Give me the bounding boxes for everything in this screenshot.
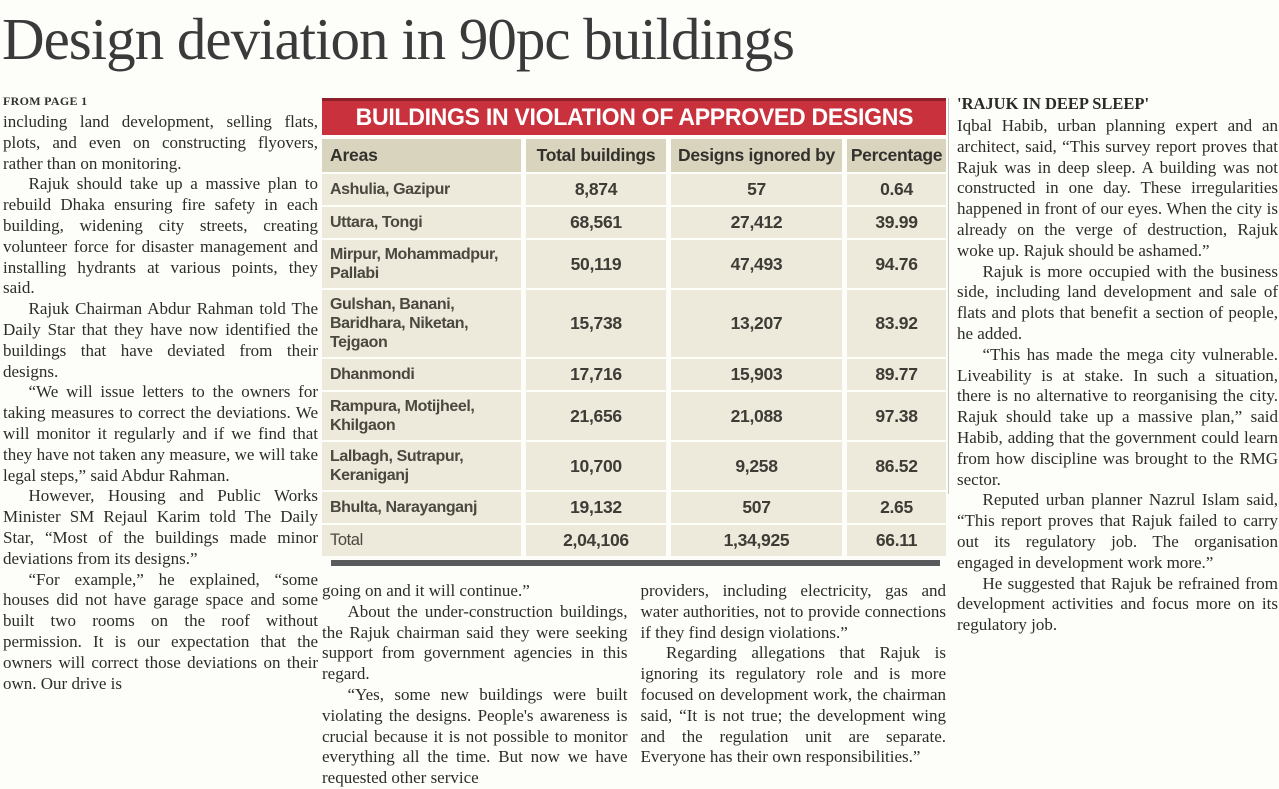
table-cell-percentage: 83.92 [847,290,946,357]
column-header-percentage: Percentage [847,139,946,172]
column-1: FROM PAGE 1 including land development, … [3,94,318,694]
column-3: providers, including electricity, gas an… [641,581,947,789]
article-paragraph: Iqbal Habib, urban planning expert and a… [957,116,1278,260]
table-cell-ignored: 507 [671,492,842,523]
article-paragraph: “We will issue letters to the owners for… [3,382,318,485]
kicker-from-page: FROM PAGE 1 [3,94,88,108]
table-cell-ignored: 9,258 [671,442,842,490]
section-subhead: 'RAJUK IN DEEP SLEEP' [957,94,1150,113]
table-cell-ignored: 13,207 [671,290,842,357]
table-cell-total: 17,716 [526,359,666,390]
table-cell-ignored: 15,903 [671,359,842,390]
article-paragraph: including land development, selling flat… [3,112,318,173]
column-header-areas: Areas [322,139,521,172]
violations-table: Areas Total buildings Designs ignored by… [322,139,946,556]
table-row: Gulshan, Banani, Baridhara, Niketan, Tej… [322,290,946,357]
middle-section: BUILDINGS IN VIOLATION OF APPROVED DESIG… [322,98,949,789]
table-row: Bhulta, Narayanganj 19,132 507 2.65 [322,492,946,523]
article-paragraph: “For example,” he explained, “some house… [3,569,318,693]
article-paragraph: Regarding allegations that Rajuk is igno… [640,643,947,767]
column-2: going on and it will continue.” About th… [322,581,628,789]
table-cell-total: 50,119 [526,240,666,288]
violations-infographic: BUILDINGS IN VIOLATION OF APPROVED DESIG… [322,98,949,566]
article-paragraph: “Yes, some new buildings were built viol… [322,684,628,788]
table-cell-ignored: 21,088 [671,392,842,440]
article-paragraph: going on and it will continue.” [322,581,530,600]
article-paragraph: “This has made the mega city vulnerable.… [957,344,1278,489]
table-row: Dhanmondi 17,716 15,903 89.77 [322,359,946,390]
table-cell-percentage: 0.64 [847,174,946,205]
table-row: Ashulia, Gazipur 8,874 57 0.64 [322,174,946,205]
article-paragraph: providers, including electricity, gas an… [640,581,947,642]
table-cell-percentage: 89.77 [847,359,946,390]
table-cell-ignored: 57 [671,174,842,205]
table-row: Rampura, Motijheel, Khilgaon 21,656 21,0… [322,392,946,440]
table-row: Mirpur, Mohammadpur, Pallabi 50,119 47,4… [322,240,946,288]
table-cell-total: 15,738 [526,290,666,357]
table-cell-percentage: 94.76 [847,240,946,288]
table-cell-total-label: Total [322,525,521,556]
table-cell-area: Lalbagh, Sutrapur, Keraniganj [322,442,521,490]
article-paragraph: Rajuk Chairman Abdur Rahman told The Dai… [3,299,318,381]
table-cell-total: 10,700 [526,442,666,490]
column-4: 'RAJUK IN DEEP SLEEP' Iqbal Habib, urban… [957,94,1278,636]
table-cell-percentage: 39.99 [847,207,946,238]
table-cell-total: 21,656 [526,392,666,440]
column-header-total-buildings: Total buildings [526,139,666,172]
table-cell-total: 8,874 [526,174,666,205]
table-title-banner: BUILDINGS IN VIOLATION OF APPROVED DESIG… [322,98,946,135]
table-bottom-bar [331,560,940,566]
table-cell-area: Gulshan, Banani, Baridhara, Niketan, Tej… [322,290,521,357]
article-paragraph: Reputed urban planner Nazrul Islam said,… [957,490,1278,572]
table-cell-area: Bhulta, Narayanganj [322,492,521,523]
table-cell-total-ignored: 1,34,925 [671,525,842,556]
article-paragraph: Rajuk is more occupied with the business… [957,261,1278,343]
table-total-row: Total 2,04,106 1,34,925 66.11 [322,525,946,556]
table-cell-ignored: 47,493 [671,240,842,288]
article-paragraph: Rajuk should take up a massive plan to r… [3,174,318,298]
table-title: BUILDINGS IN VIOLATION OF APPROVED DESIG… [355,104,913,131]
column-rule [948,98,949,494]
table-cell-total-buildings: 2,04,106 [526,525,666,556]
article-paragraph: However, Housing and Public Works Minist… [3,486,318,568]
table-cell-total: 68,561 [526,207,666,238]
table-cell-ignored: 27,412 [671,207,842,238]
table-cell-percentage: 86.52 [847,442,946,490]
table-cell-percentage: 2.65 [847,492,946,523]
column-header-designs-ignored: Designs ignored by [671,139,842,172]
table-row: Uttara, Tongi 68,561 27,412 39.99 [322,207,946,238]
table-row: Lalbagh, Sutrapur, Keraniganj 10,700 9,2… [322,442,946,490]
table-header-row: Areas Total buildings Designs ignored by… [322,139,946,172]
table-cell-area: Dhanmondi [322,359,521,390]
table-cell-total: 19,132 [526,492,666,523]
headline: Design deviation in 90pc buildings [2,6,795,72]
article-paragraph: About the under-construction buildings, … [322,601,628,684]
table-cell-percentage: 97.38 [847,392,946,440]
table-cell-total-percentage: 66.11 [847,525,946,556]
table-cell-area: Ashulia, Gazipur [322,174,521,205]
table-cell-area: Rampura, Motijheel, Khilgaon [322,392,521,440]
table-cell-area: Uttara, Tongi [322,207,521,238]
table-cell-area: Mirpur, Mohammadpur, Pallabi [322,240,521,288]
article-paragraph: He suggested that Rajuk be refrained fro… [957,573,1278,635]
